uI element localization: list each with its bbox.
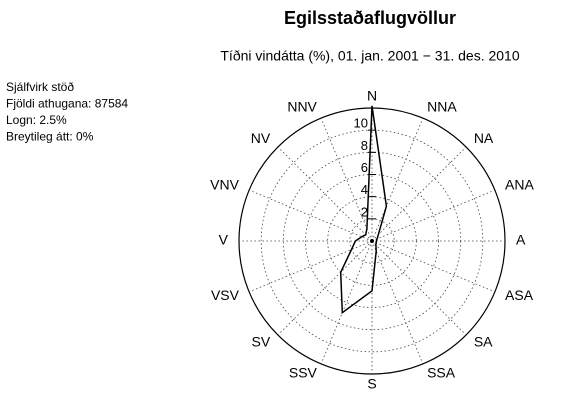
direction-label: SV [251,334,270,350]
direction-label: V [219,232,229,248]
grid-circle [349,218,395,264]
direction-label: SA [474,334,493,350]
rose-line [339,105,388,315]
spoke [371,240,424,365]
info-line: Fjöldi athugana: 87584 [6,97,128,111]
info-line: Breytileg átt: 0% [6,130,94,144]
direction-label: NNA [427,99,457,115]
spoke [320,117,373,242]
spoke [371,240,496,293]
r-tick-label: 10 [354,116,368,131]
direction-label: NA [474,130,494,146]
chart-title: Egilsstaðaflugvöllur [284,8,456,28]
direction-label: VSV [211,287,240,303]
direction-label: ANA [505,177,534,193]
info-line: Logn: 2.5% [6,113,67,127]
direction-label: NNV [287,99,317,115]
direction-label: SSA [427,365,456,381]
chart-subtitle: Tíðni vindátta (%), 01. jan. 2001 − 31. … [220,48,519,64]
grid-circle [260,129,484,353]
direction-label: N [367,88,377,104]
direction-label: SSV [289,365,318,381]
direction-label: NV [251,130,271,146]
direction-label: S [367,376,376,392]
direction-label: VNV [210,177,239,193]
direction-label: ASA [505,287,534,303]
r-tick-label: 6 [361,160,368,175]
spoke [248,189,373,242]
r-tick-label: 4 [361,182,368,197]
center-dot [370,239,374,243]
info-line: Sjálfvirk stöð [6,80,74,94]
r-tick-label: 2 [361,204,368,219]
spoke [371,117,424,242]
spoke [248,240,373,293]
r-tick-label: 8 [361,138,368,153]
direction-label: A [516,232,526,248]
spoke [371,189,496,242]
